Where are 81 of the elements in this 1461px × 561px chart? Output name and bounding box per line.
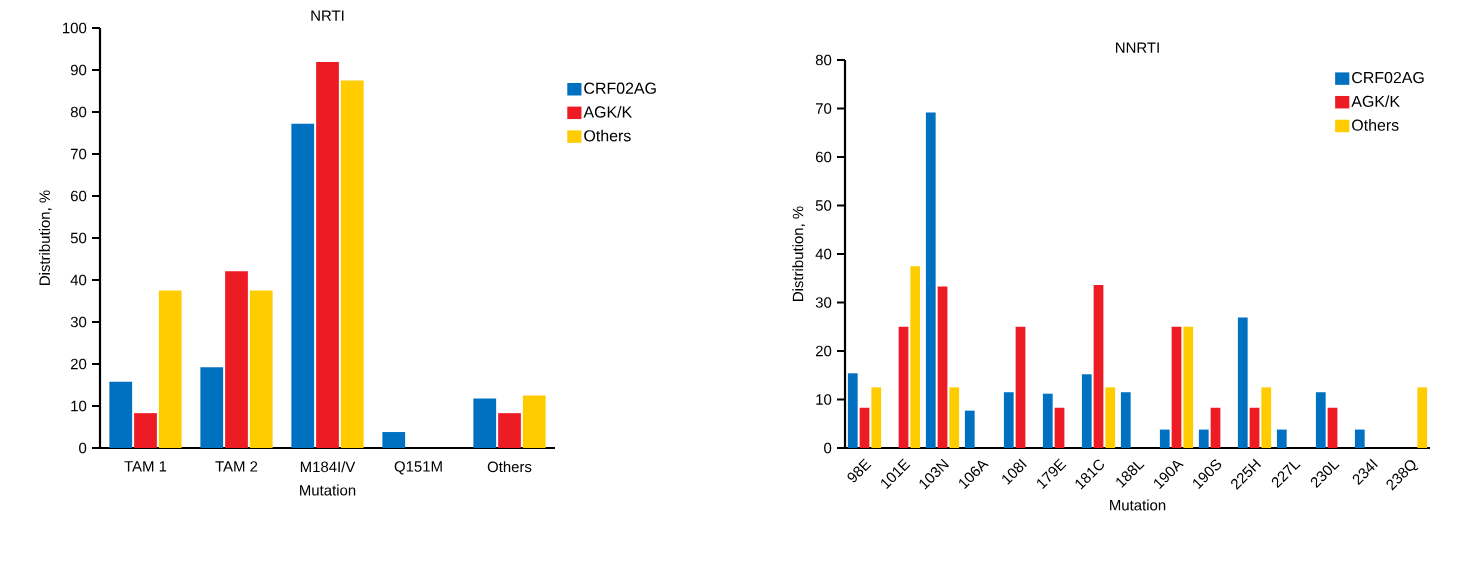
bar [1249,407,1260,448]
bar [1105,387,1116,448]
bar [225,271,248,448]
chart-title: NNRTI [1116,42,1159,53]
bar [1183,326,1194,448]
bar [1237,317,1248,448]
y-tick-label: 20 [70,358,87,370]
x-tick-label: M184I/V [300,461,356,473]
y-tick-label: 50 [70,232,87,244]
legend-label: AGK/K [1351,95,1400,108]
y-tick-label: 20 [815,345,832,357]
x-tick-label: 98E [847,458,872,483]
y-tick-label: 30 [815,297,832,308]
bar [964,410,975,448]
y-tick-label: 40 [815,248,832,260]
y-tick-label: 70 [815,103,832,114]
bar [937,286,948,448]
bar [1081,374,1092,448]
x-tick-label: TAM 1 [124,461,167,472]
bar [1276,429,1287,448]
bar [1315,392,1326,448]
y-tick-label: 10 [816,394,832,405]
x-tick-label: Q151M [394,461,442,475]
bar [847,373,858,448]
bar [522,395,546,448]
chart-title: NRTI [311,10,344,21]
y-tick-label: 10 [71,400,87,412]
y-tick-label: 0 [824,442,832,454]
bar [291,123,315,448]
legend-label: Others [1352,119,1399,131]
bar [382,432,406,448]
bar [1003,392,1014,448]
bar [1120,392,1131,448]
bar [1171,326,1182,448]
bar [1327,407,1338,448]
bar [1054,407,1065,448]
y-tick-label: 100 [63,22,87,34]
bar [134,413,157,448]
bar [1198,429,1209,448]
x-tick-label: Others [487,461,532,473]
bar [1159,429,1170,448]
x-axis-title: Mutation [300,484,356,496]
bar [1261,387,1272,448]
bar [1015,326,1026,448]
legend-label: CRF02AG [584,82,656,94]
bar [316,62,339,448]
bar [925,112,936,448]
y-tick-label: 40 [70,274,87,286]
bar [200,367,224,448]
y-axis-title: Distribution, % [792,206,806,301]
x-tick-label: TAM 2 [215,461,258,472]
bar [1042,393,1053,448]
bar [898,326,909,448]
y-tick-label: 70 [70,148,87,160]
bar [340,80,364,448]
bar [1417,387,1428,448]
y-axis-title: Distribution, % [38,190,52,285]
legend-label: CRF02AG [1352,71,1424,84]
y-tick-label: 60 [815,151,832,163]
y-tick-label: 80 [815,54,832,66]
bar [158,290,182,448]
x-axis-title: Mutation [1110,499,1166,511]
bar [949,387,960,448]
bar [498,413,521,448]
y-tick-label: 0 [79,442,87,454]
legend-label: AGK/K [583,105,633,118]
bar [871,387,882,448]
y-tick-label: 80 [70,106,87,118]
bar [1093,285,1104,448]
bar [249,290,273,448]
bar [859,407,870,448]
y-tick-label: 60 [70,190,87,202]
bar [1210,407,1221,448]
y-tick-label: 50 [815,200,832,211]
bar [109,381,133,448]
y-tick-label: 30 [70,316,87,328]
y-tick-label: 90 [70,64,87,76]
legend-label: Others [584,129,631,142]
bar [1354,429,1365,448]
bar [473,398,497,448]
bar [910,266,921,448]
